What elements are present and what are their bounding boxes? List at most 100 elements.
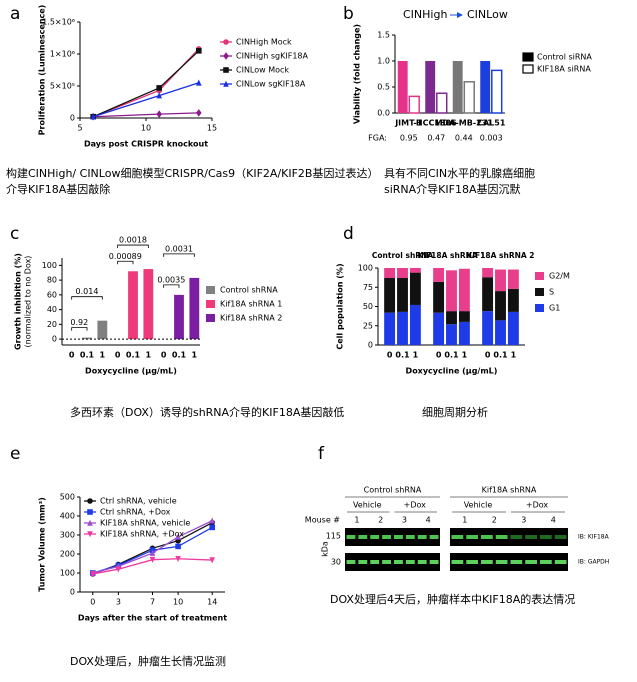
blot-band	[382, 535, 391, 539]
blot-band	[417, 560, 427, 564]
panel-letter: a	[10, 4, 20, 24]
blot-panel	[345, 553, 440, 571]
marker	[223, 67, 229, 73]
blot-band	[417, 535, 427, 539]
bracket	[71, 327, 88, 331]
x-tick-label: 1	[462, 351, 468, 360]
x-tick-label: 0.1	[80, 351, 95, 360]
y-tick-label: 100	[358, 264, 373, 273]
bar	[408, 95, 420, 114]
legend-label: KIF18A siRNA	[537, 65, 591, 74]
marker	[209, 524, 216, 531]
series-line	[93, 82, 199, 118]
annotation: CINLow	[467, 8, 508, 21]
panel-letter: e	[10, 444, 20, 464]
panel-letter: d	[343, 224, 354, 244]
y-tick-label: 0	[70, 114, 75, 123]
y-tick-label: 50	[363, 302, 373, 311]
p-value: 0.0035	[157, 275, 185, 284]
legend-label: Ctrl shRNA, +Dox	[100, 508, 171, 517]
legend-label: G1	[549, 304, 560, 313]
bar-segment	[446, 324, 457, 345]
legend-label: KIF18A shRNA, vehicle	[100, 519, 190, 528]
y-axis-label: Cell population (%)	[336, 263, 345, 349]
bar-segment	[397, 311, 408, 345]
bracket	[117, 244, 149, 249]
blot-band	[466, 535, 478, 539]
y-axis-label: Viability (fold change)	[353, 24, 362, 124]
mouse-number: 1	[462, 516, 467, 525]
blot-band	[346, 560, 356, 564]
y-tick-label: 1.0	[377, 57, 390, 66]
fga-value: 0.47	[427, 134, 445, 143]
bar-segment	[409, 272, 421, 305]
legend-label: KIF18A shRNA, +Dox	[100, 530, 184, 539]
marker	[223, 39, 229, 45]
x-tick-label: 1	[413, 351, 419, 360]
x-tick-label: 15	[207, 124, 217, 133]
marker	[196, 48, 202, 54]
y-tick-label: 40	[47, 305, 57, 314]
x-tick-label: 3	[116, 598, 121, 607]
bar-segment	[409, 304, 421, 345]
bar	[397, 61, 408, 113]
legend-label: CINHigh Mock	[236, 38, 292, 47]
mw-marker: 30	[331, 558, 341, 567]
legend-swatch	[522, 64, 534, 74]
y-tick-label: 200	[60, 550, 75, 559]
mouse-number: 4	[551, 516, 556, 525]
legend-swatch	[206, 300, 215, 308]
blot-band	[394, 535, 403, 539]
bar	[174, 294, 184, 340]
x-tick-label: 0	[161, 351, 167, 360]
mouse-number: 2	[492, 516, 497, 525]
bar-segment	[433, 281, 445, 313]
y-tick-label: 80	[47, 276, 57, 285]
caption: DOX处理后，肿瘤生长情况监测	[70, 654, 226, 668]
legend-swatch	[535, 272, 544, 280]
bar-segment	[409, 268, 421, 273]
bar-segment	[495, 291, 506, 321]
blot-treatment: Vehicle	[353, 501, 382, 510]
marker	[90, 113, 96, 120]
blot-band	[429, 560, 439, 564]
blot-band	[451, 535, 464, 539]
bar-segment	[458, 311, 470, 322]
legend-label: Ctrl shRNA, vehicle	[100, 497, 177, 506]
blot-band	[525, 535, 537, 539]
bar	[463, 81, 475, 114]
bar-segment	[495, 269, 506, 292]
blot-band	[495, 560, 508, 564]
p-value: 0.014	[76, 287, 99, 296]
bar-segment	[482, 311, 494, 345]
marker	[175, 555, 181, 563]
blot-band	[540, 535, 552, 539]
x-tick-label: 0	[485, 351, 491, 360]
marker	[196, 109, 202, 117]
x-tick-label: 7	[150, 598, 155, 607]
blot-band	[358, 535, 368, 539]
bar	[128, 271, 138, 340]
blot-band	[451, 560, 464, 564]
blot-band	[394, 560, 403, 564]
x-axis-label: Doxycycline (µg/mL)	[406, 367, 498, 376]
mouse-number: 3	[521, 516, 526, 525]
panel-letter: b	[343, 4, 354, 24]
bar	[143, 269, 154, 340]
blot-band	[382, 560, 391, 564]
blot-band	[466, 560, 478, 564]
marker	[149, 549, 156, 556]
blot-band	[554, 535, 567, 539]
marker	[87, 519, 93, 526]
blot-band	[346, 535, 356, 539]
mouse-number: 4	[426, 516, 431, 525]
x-tick-label: 1	[192, 351, 198, 360]
legend-label: CINLow sgKIF18A	[236, 80, 306, 89]
y-tick-label: 400	[60, 512, 75, 521]
blot-treatment: Vehicle	[464, 501, 493, 510]
mouse-number: 3	[402, 516, 407, 525]
bracket	[71, 296, 103, 300]
blot-panel	[450, 528, 568, 546]
marker	[156, 110, 162, 118]
